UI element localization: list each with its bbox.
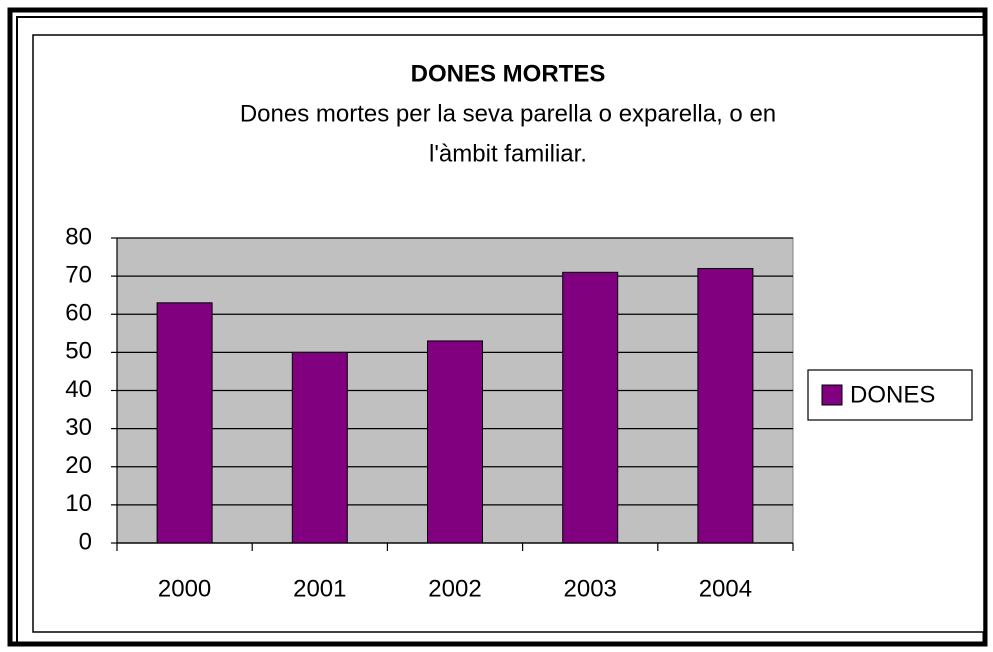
bar — [427, 340, 483, 544]
legend-label: DONES — [850, 381, 935, 408]
y-tick-label: 20 — [65, 452, 92, 479]
bar — [156, 302, 213, 544]
bar — [562, 271, 619, 544]
y-tick-label: 10 — [65, 490, 92, 517]
y-tick-label: 70 — [65, 261, 92, 288]
legend-swatch — [821, 384, 843, 406]
bar — [697, 268, 754, 544]
x-tick-label: 2003 — [564, 575, 617, 602]
bar — [291, 351, 348, 544]
x-tick-label: 2001 — [293, 575, 346, 602]
x-tick-label: 2004 — [699, 575, 752, 602]
y-tick-label: 40 — [65, 376, 92, 403]
y-tick-label: 50 — [65, 338, 92, 365]
x-tick-label: 2002 — [428, 575, 481, 602]
chart-subtitle: Dones mortes per la seva parella o expar… — [240, 100, 776, 127]
x-tick-label: 2000 — [158, 575, 211, 602]
y-tick-label: 0 — [79, 528, 92, 555]
outer-frame — [7, 7, 988, 647]
chart-title: DONES MORTES — [411, 60, 606, 87]
frame-inner-line — [16, 16, 985, 644]
y-tick-label: 60 — [65, 300, 92, 327]
chart-subtitle: l'àmbit familiar. — [429, 140, 587, 167]
y-tick-label: 30 — [65, 414, 92, 441]
y-tick-label: 80 — [65, 223, 92, 250]
